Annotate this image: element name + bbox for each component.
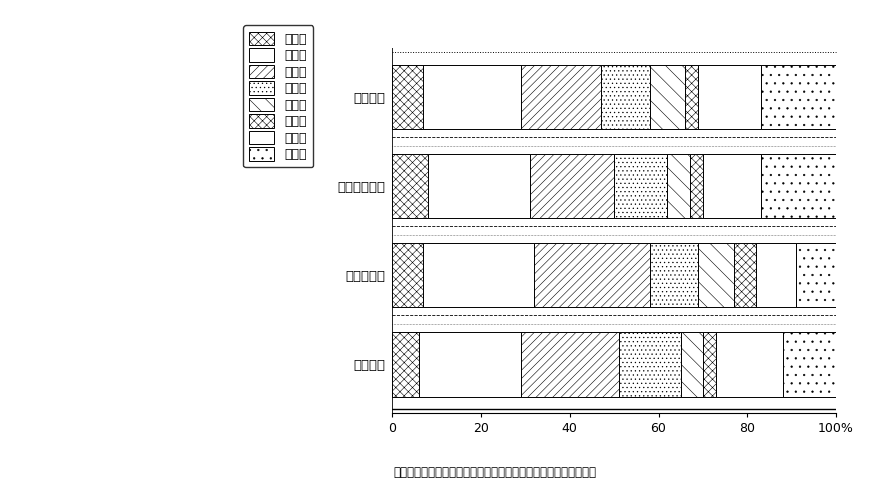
- Bar: [667, 154, 690, 218]
- Bar: [760, 65, 836, 129]
- Bar: [796, 243, 836, 307]
- Bar: [600, 65, 650, 129]
- Bar: [756, 243, 796, 307]
- Bar: [428, 154, 530, 218]
- Bar: [650, 65, 685, 129]
- Bar: [690, 154, 703, 218]
- Bar: [392, 65, 423, 129]
- Bar: [699, 243, 734, 307]
- Bar: [521, 65, 600, 129]
- Bar: [419, 333, 521, 396]
- Bar: [734, 243, 756, 307]
- Bar: [614, 154, 667, 218]
- Bar: [530, 154, 614, 218]
- Bar: [716, 333, 783, 396]
- Bar: [703, 333, 716, 396]
- Bar: [423, 65, 521, 129]
- Legend: 玄　関, 風　呂, トイレ, 台　所, 廊　下, 階　段, 居　間, その他: 玄 関, 風 呂, トイレ, 台 所, 廊 下, 階 段, 居 間, その他: [243, 25, 313, 167]
- Bar: [619, 333, 680, 396]
- Bar: [423, 243, 534, 307]
- Bar: [680, 333, 703, 396]
- Bar: [521, 333, 619, 396]
- Bar: [650, 243, 699, 307]
- Bar: [703, 154, 760, 218]
- Bar: [699, 65, 760, 129]
- Bar: [392, 243, 423, 307]
- Bar: [534, 243, 650, 307]
- Text: 資料：「平成３年身体障害者実態調査」（厚生省社会・援護会）: 資料：「平成３年身体障害者実態調査」（厚生省社会・援護会）: [394, 466, 597, 479]
- Bar: [392, 333, 419, 396]
- Bar: [685, 65, 699, 129]
- Bar: [760, 154, 836, 218]
- Bar: [392, 154, 428, 218]
- Bar: [783, 333, 836, 396]
